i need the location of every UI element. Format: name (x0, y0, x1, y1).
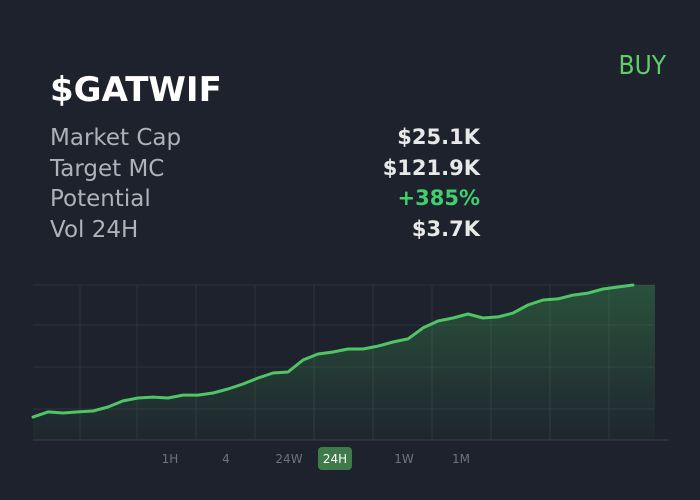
chart-plot (31, 283, 655, 440)
timeframe-option[interactable]: 1M (452, 452, 470, 466)
stat-label: Vol 24H (50, 217, 138, 243)
area-fill (33, 285, 655, 440)
stat-label: Market Cap (50, 125, 181, 151)
stats: Market Cap $25.1K Target MC $121.9K Potentia… (49, 125, 481, 243)
timeframes: 1H 4 24W 24H 1W 1M (162, 447, 470, 470)
timeframe-option[interactable]: 4 (222, 452, 230, 466)
stat-label: Target MC (49, 156, 164, 182)
stat-value: +385% (398, 186, 480, 210)
timeframe-selected-bg (318, 447, 352, 470)
timeframe-option[interactable]: 24W (275, 452, 302, 466)
stat-value: $3.7K (412, 217, 481, 241)
timeframe-selected[interactable]: 24H (323, 452, 347, 466)
price-line (31, 283, 635, 419)
stat-value: $25.1K (397, 125, 480, 149)
timeframe-option[interactable]: 1W (394, 452, 414, 466)
stat-label: Potential (50, 186, 151, 212)
buy-button[interactable]: BUY (619, 51, 667, 81)
timeframe-option[interactable]: 1H (162, 452, 179, 466)
token-title: $GATWIF (50, 70, 222, 110)
stat-value: $121.9K (383, 156, 481, 180)
